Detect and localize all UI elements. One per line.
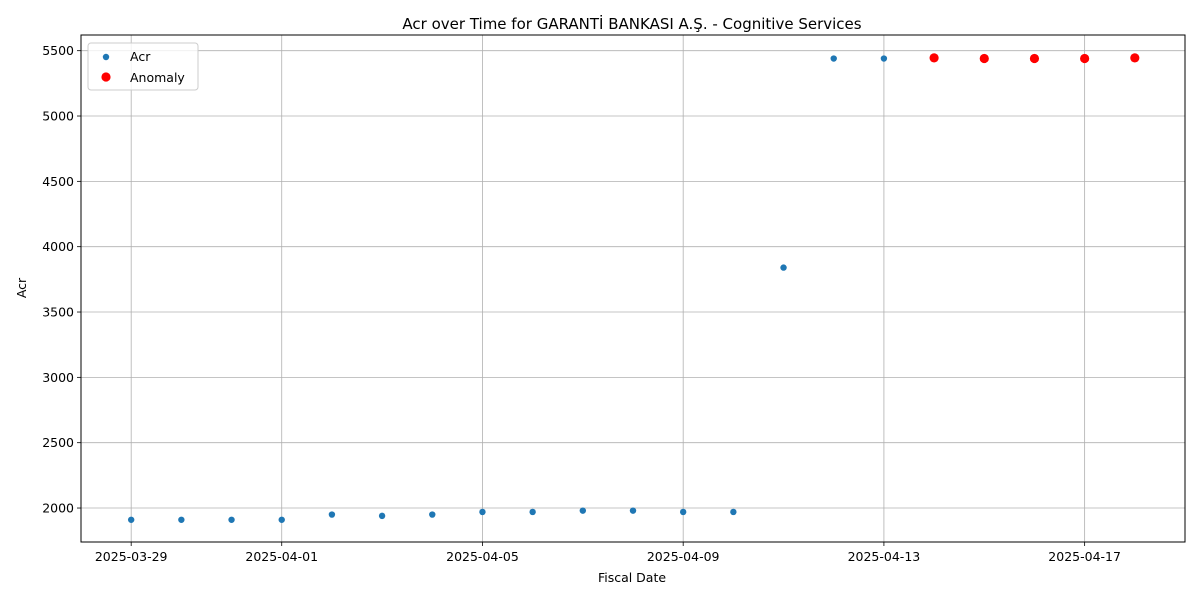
legend-marker-anomaly bbox=[101, 72, 111, 82]
x-tick-label: 2025-04-01 bbox=[245, 549, 318, 564]
acr-point bbox=[579, 507, 587, 514]
anomaly-point bbox=[1029, 53, 1040, 64]
anomaly-point bbox=[1130, 53, 1140, 63]
x-tick-label: 2025-03-29 bbox=[95, 549, 168, 564]
acr-point bbox=[178, 516, 185, 523]
y-tick-label: 5500 bbox=[42, 43, 74, 58]
x-tick-label: 2025-04-17 bbox=[1048, 549, 1121, 564]
plot-frame bbox=[80, 34, 1186, 543]
x-axis-label: Fiscal Date bbox=[598, 570, 666, 585]
chart-title: Acr over Time for GARANTİ BANKASI A.Ş. -… bbox=[402, 14, 861, 33]
acr-point bbox=[429, 511, 436, 518]
data-points bbox=[127, 53, 1140, 523]
y-axis-label: Acr bbox=[14, 277, 29, 298]
acr-point bbox=[278, 516, 285, 523]
acr-point bbox=[127, 516, 135, 523]
legend-marker-acr bbox=[102, 53, 110, 61]
axis-ticks: 2025-03-29 2025-04-01 2025-04-05 2025-04-09… bbox=[42, 43, 1121, 564]
x-tick-label: 2025-04-05 bbox=[446, 549, 519, 564]
x-tick-label: 2025-04-13 bbox=[848, 549, 921, 564]
legend-box bbox=[87, 42, 199, 91]
anomaly-point bbox=[979, 53, 989, 64]
acr-point bbox=[780, 264, 787, 271]
legend: Acr Anomaly bbox=[87, 42, 199, 91]
y-tick-label: 2000 bbox=[42, 501, 74, 516]
legend-label-acr: Acr bbox=[130, 49, 151, 64]
y-tick-label: 4500 bbox=[42, 174, 74, 189]
acr-point bbox=[880, 55, 888, 62]
y-tick-label: 2500 bbox=[42, 435, 74, 450]
acr-point bbox=[378, 512, 386, 520]
acr-point bbox=[228, 516, 235, 523]
x-tick-label: 2025-04-09 bbox=[647, 549, 720, 564]
anomaly-point bbox=[1080, 53, 1090, 64]
y-tick-label: 5000 bbox=[42, 109, 74, 124]
acr-point bbox=[529, 508, 536, 516]
y-tick-label: 3000 bbox=[42, 370, 74, 385]
y-tick-label: 3500 bbox=[42, 305, 74, 320]
acr-point bbox=[830, 55, 837, 62]
acr-point bbox=[629, 507, 637, 514]
anomaly-point bbox=[929, 53, 939, 63]
y-tick-label: 4000 bbox=[42, 239, 74, 254]
legend-label-anomaly: Anomaly bbox=[130, 70, 185, 85]
acr-point bbox=[679, 508, 687, 516]
acr-point bbox=[479, 508, 486, 516]
grid-lines bbox=[81, 35, 1185, 542]
acr-point bbox=[328, 511, 336, 518]
acr-point bbox=[730, 508, 737, 516]
